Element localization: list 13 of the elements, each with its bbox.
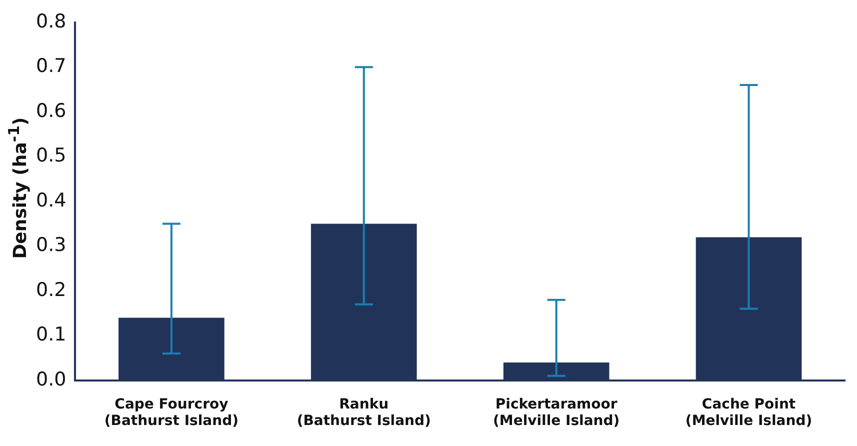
x-tick-label: Cape Fourcroy (Bathurst Island) xyxy=(104,396,238,430)
y-tick-label: 0.0 xyxy=(36,368,66,390)
x-tick-label: Ranku (Bathurst Island) xyxy=(296,396,431,430)
y-tick-label: 0.2 xyxy=(36,278,66,301)
y-tick-label: 0.4 xyxy=(36,189,66,212)
y-tick-label: 0.8 xyxy=(36,10,66,32)
y-tick-label: 0.1 xyxy=(36,324,66,346)
x-tick-label: Pickertaramoor (Melville Island) xyxy=(492,396,620,430)
y-tick-label: 0.7 xyxy=(36,55,66,78)
y-tick-label: 0.6 xyxy=(36,100,66,122)
y-tick-label: 0.5 xyxy=(36,144,66,167)
x-tick-label: Cache Point (Melville Island) xyxy=(685,396,812,430)
y-tick-label: 0.3 xyxy=(36,234,66,256)
